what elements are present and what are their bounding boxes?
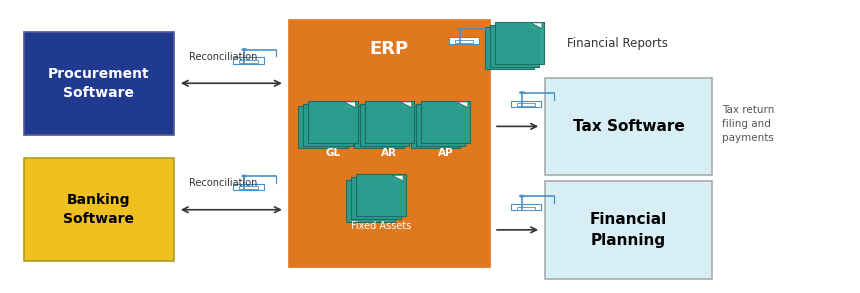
FancyBboxPatch shape bbox=[545, 181, 712, 279]
FancyBboxPatch shape bbox=[495, 22, 544, 64]
FancyBboxPatch shape bbox=[289, 20, 490, 267]
Polygon shape bbox=[387, 178, 398, 183]
Polygon shape bbox=[531, 23, 542, 28]
Text: Reconciliation: Reconciliation bbox=[188, 52, 257, 62]
Text: Banking
Software: Banking Software bbox=[64, 193, 134, 226]
Polygon shape bbox=[392, 175, 403, 181]
Polygon shape bbox=[446, 107, 458, 113]
FancyBboxPatch shape bbox=[517, 207, 535, 209]
FancyBboxPatch shape bbox=[545, 78, 712, 175]
Text: AP: AP bbox=[438, 148, 453, 158]
FancyBboxPatch shape bbox=[365, 101, 415, 143]
FancyBboxPatch shape bbox=[421, 101, 470, 143]
FancyBboxPatch shape bbox=[415, 104, 465, 146]
FancyBboxPatch shape bbox=[449, 37, 479, 44]
FancyBboxPatch shape bbox=[239, 186, 257, 189]
FancyBboxPatch shape bbox=[239, 60, 257, 63]
FancyBboxPatch shape bbox=[511, 100, 541, 107]
Polygon shape bbox=[344, 102, 355, 108]
Text: Tax Software: Tax Software bbox=[573, 119, 685, 134]
FancyBboxPatch shape bbox=[455, 40, 473, 43]
Text: Financial Reports: Financial Reports bbox=[567, 37, 667, 50]
Text: Financial
Planning: Financial Planning bbox=[590, 212, 667, 248]
Polygon shape bbox=[396, 105, 407, 110]
Polygon shape bbox=[401, 102, 412, 108]
Text: Reconciliation: Reconciliation bbox=[188, 178, 257, 188]
FancyBboxPatch shape bbox=[346, 180, 396, 222]
FancyBboxPatch shape bbox=[233, 57, 264, 64]
Polygon shape bbox=[334, 107, 345, 113]
FancyBboxPatch shape bbox=[351, 177, 401, 219]
FancyBboxPatch shape bbox=[298, 106, 347, 148]
Circle shape bbox=[458, 29, 462, 30]
FancyBboxPatch shape bbox=[517, 103, 535, 106]
Polygon shape bbox=[390, 107, 402, 113]
FancyBboxPatch shape bbox=[359, 104, 409, 146]
Circle shape bbox=[242, 49, 247, 50]
FancyBboxPatch shape bbox=[410, 106, 460, 148]
Polygon shape bbox=[457, 102, 468, 108]
Text: ERP: ERP bbox=[370, 40, 409, 58]
Polygon shape bbox=[452, 105, 463, 110]
Circle shape bbox=[242, 175, 247, 177]
Text: Procurement
Software: Procurement Software bbox=[48, 67, 150, 100]
Polygon shape bbox=[520, 28, 531, 34]
FancyBboxPatch shape bbox=[304, 104, 353, 146]
FancyBboxPatch shape bbox=[24, 158, 174, 261]
Text: Tax return
filing and
payments: Tax return filing and payments bbox=[722, 105, 775, 142]
Polygon shape bbox=[382, 180, 393, 186]
FancyBboxPatch shape bbox=[233, 184, 264, 190]
Circle shape bbox=[519, 195, 525, 197]
Circle shape bbox=[519, 92, 525, 93]
Text: AR: AR bbox=[382, 148, 397, 158]
FancyBboxPatch shape bbox=[24, 32, 174, 135]
FancyBboxPatch shape bbox=[485, 27, 534, 69]
FancyBboxPatch shape bbox=[511, 204, 541, 210]
FancyBboxPatch shape bbox=[354, 106, 404, 148]
Polygon shape bbox=[339, 105, 350, 110]
FancyBboxPatch shape bbox=[490, 25, 539, 67]
FancyBboxPatch shape bbox=[356, 174, 406, 216]
Text: GL: GL bbox=[326, 148, 341, 158]
Polygon shape bbox=[525, 25, 537, 31]
Text: Fixed Assets: Fixed Assets bbox=[351, 221, 411, 231]
FancyBboxPatch shape bbox=[309, 101, 358, 143]
